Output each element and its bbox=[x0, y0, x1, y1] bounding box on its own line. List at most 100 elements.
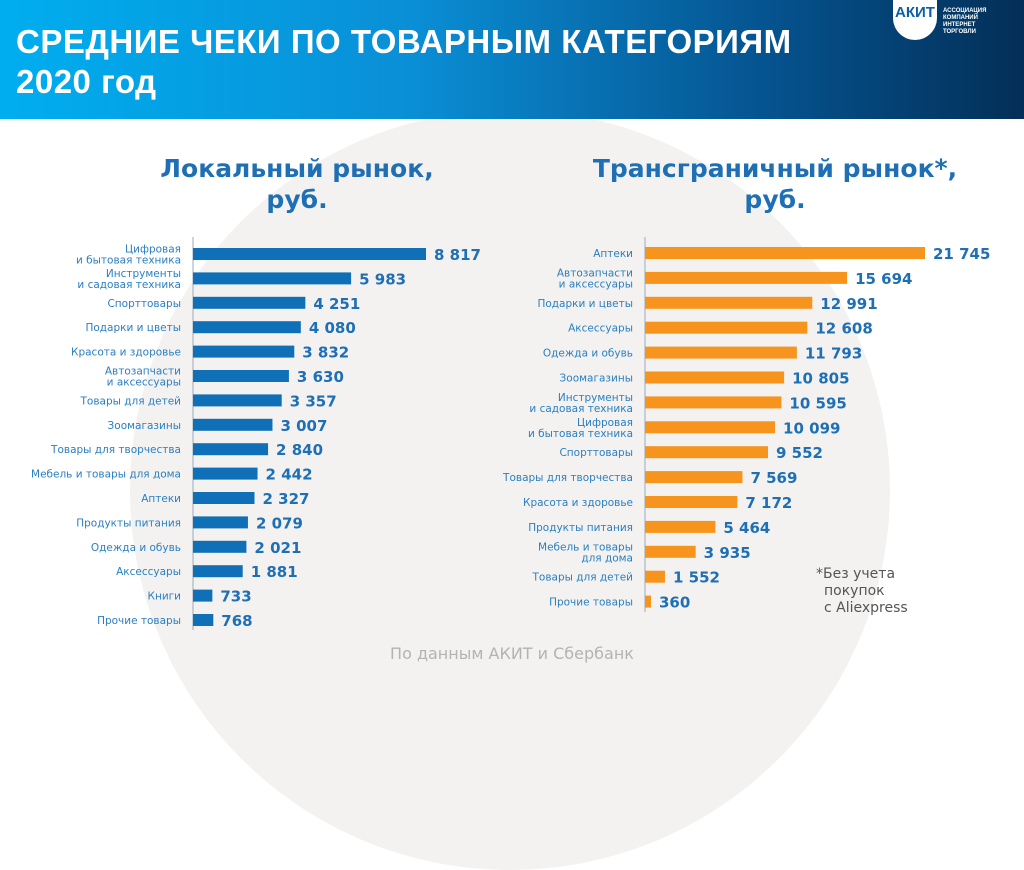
category-label: и бытовая техника bbox=[76, 255, 181, 267]
category-label: Мебель и товары для дома bbox=[31, 469, 181, 481]
data-label: 3 935 bbox=[704, 544, 751, 562]
category-label: и бытовая техника bbox=[528, 428, 633, 440]
bar bbox=[645, 570, 665, 583]
bar bbox=[193, 540, 247, 553]
bar bbox=[645, 271, 848, 284]
bar bbox=[645, 296, 813, 309]
category-label: Инструменты bbox=[106, 268, 181, 280]
right-chart-title: Трансграничный рынок*, руб. bbox=[575, 153, 975, 215]
bar bbox=[645, 421, 776, 434]
title-line-2: 2020 год bbox=[16, 63, 157, 100]
data-label: 360 bbox=[659, 594, 690, 612]
left-title-line2: руб. bbox=[266, 185, 328, 214]
data-label: 10 099 bbox=[783, 419, 840, 437]
bar bbox=[645, 396, 782, 409]
data-label: 12 991 bbox=[820, 295, 877, 313]
data-label: 2 021 bbox=[254, 539, 301, 557]
category-label: Цифровая bbox=[577, 417, 633, 429]
category-label: Подарки и цветы bbox=[537, 298, 633, 310]
category-label: Зоомагазины bbox=[560, 373, 633, 385]
data-label: 10 595 bbox=[789, 394, 846, 412]
data-label: 21 745 bbox=[933, 245, 990, 263]
category-label: Аксессуары bbox=[568, 323, 633, 335]
data-label: 8 817 bbox=[434, 246, 481, 264]
data-label: 1 552 bbox=[673, 569, 720, 587]
bar bbox=[645, 595, 651, 608]
source-note: По данным АКИТ и Сбербанк bbox=[390, 644, 634, 663]
bar bbox=[193, 565, 243, 578]
data-label: 3 007 bbox=[280, 417, 327, 435]
bar bbox=[193, 516, 248, 529]
logo-text: АКИТ bbox=[895, 4, 935, 21]
category-label: Аптеки bbox=[141, 493, 181, 505]
category-label: Товары для детей bbox=[80, 395, 182, 407]
category-label: и аксессуары bbox=[559, 278, 633, 290]
bar bbox=[193, 492, 255, 504]
category-label: Прочие товары bbox=[549, 597, 633, 609]
data-label: 7 569 bbox=[750, 469, 797, 487]
category-label: Автозапчасти bbox=[557, 267, 633, 279]
header-banner bbox=[0, 0, 1024, 119]
category-label: Зоомагазины bbox=[108, 420, 181, 432]
bar bbox=[193, 394, 282, 407]
bar bbox=[645, 371, 785, 384]
category-label: Мебель и товары bbox=[538, 541, 633, 553]
right-title-line1: Трансграничный рынок*, bbox=[592, 154, 958, 183]
data-label: 5 983 bbox=[359, 270, 406, 288]
category-label: Аптеки bbox=[593, 248, 633, 260]
bar bbox=[193, 345, 295, 358]
category-label: Красота и здоровье bbox=[71, 347, 181, 359]
title-line-1: СРЕДНИЕ ЧЕКИ ПО ТОВАРНЫМ КАТЕГОРИЯМ bbox=[16, 23, 792, 60]
bar bbox=[193, 272, 352, 285]
bar bbox=[193, 589, 213, 602]
bar bbox=[193, 467, 258, 480]
category-label: Товары для творчества bbox=[502, 472, 633, 484]
category-label: и садовая техника bbox=[77, 279, 181, 291]
category-label: Товары для детей bbox=[532, 572, 634, 584]
category-label: Одежда и обувь bbox=[543, 348, 633, 360]
bar bbox=[193, 418, 273, 431]
bar bbox=[193, 614, 214, 626]
bar bbox=[193, 370, 289, 382]
bar bbox=[193, 443, 269, 456]
data-label: 10 805 bbox=[792, 370, 849, 388]
data-label: 733 bbox=[220, 588, 251, 606]
data-label: 15 694 bbox=[855, 270, 912, 288]
data-label: 12 608 bbox=[815, 320, 872, 338]
data-label: 7 172 bbox=[745, 494, 792, 512]
footnote-line2: покупок bbox=[824, 583, 885, 599]
data-label: 4 080 bbox=[309, 319, 356, 337]
logo-subtitle: АССОЦИАЦИЯ КОМПАНИЙ ИНТЕРНЕТ ТОРГОВЛИ bbox=[943, 8, 987, 35]
category-label: Аксессуары bbox=[116, 566, 181, 578]
bar bbox=[193, 248, 426, 260]
category-label: Автозапчасти bbox=[105, 366, 181, 378]
category-label: Книги bbox=[148, 591, 181, 603]
bar bbox=[645, 346, 797, 359]
bar bbox=[645, 520, 716, 533]
bar bbox=[645, 321, 808, 334]
category-label: Продукты питания bbox=[528, 522, 633, 534]
data-label: 4 251 bbox=[313, 295, 360, 313]
category-label: Спорттовары bbox=[559, 447, 633, 459]
data-label: 2 840 bbox=[276, 441, 323, 459]
bar bbox=[645, 247, 925, 259]
bar bbox=[193, 296, 306, 309]
category-label: Цифровая bbox=[125, 244, 181, 256]
category-label: Одежда и обувь bbox=[91, 542, 181, 554]
data-label: 3 357 bbox=[290, 392, 337, 410]
data-label: 2 442 bbox=[266, 466, 313, 484]
data-label: 768 bbox=[221, 612, 252, 630]
category-label: Инструменты bbox=[558, 392, 633, 404]
data-label: 2 327 bbox=[262, 490, 309, 508]
bar bbox=[645, 471, 743, 484]
left-chart-title: Локальный рынок, руб. bbox=[147, 153, 447, 215]
bar bbox=[645, 496, 738, 508]
category-label: Прочие товары bbox=[97, 615, 181, 627]
category-label: и аксессуары bbox=[107, 377, 181, 389]
data-label: 5 464 bbox=[723, 519, 770, 537]
data-label: 11 793 bbox=[805, 345, 862, 363]
category-label: Продукты питания bbox=[76, 517, 181, 529]
category-label: и садовая техника bbox=[529, 403, 633, 415]
data-label: 3 630 bbox=[297, 368, 344, 386]
